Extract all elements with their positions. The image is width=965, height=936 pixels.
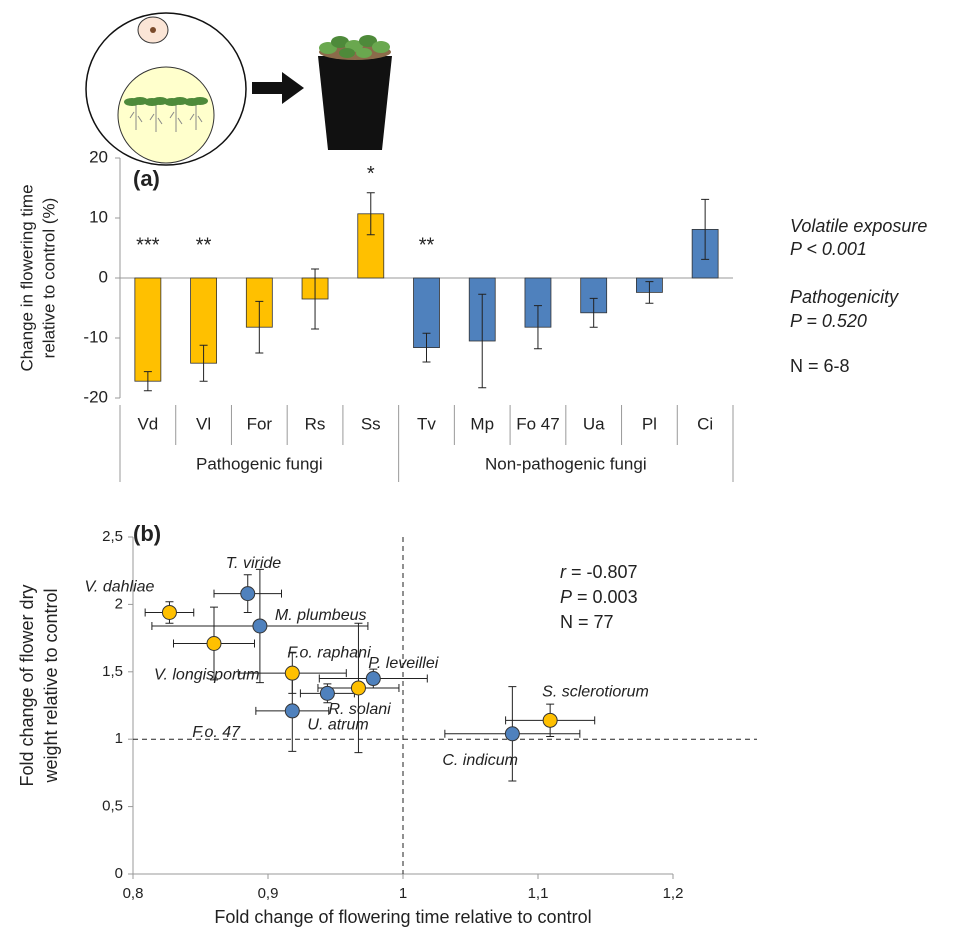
- stat-symbol: r: [560, 562, 567, 582]
- seedlings: [124, 97, 208, 106]
- x-tick-label: Fo 47: [516, 414, 559, 433]
- error-bar: [645, 281, 654, 304]
- x-tick-label: Mp: [470, 414, 494, 433]
- y-tick-label: 10: [89, 207, 108, 226]
- x-tick-label: 0,8: [123, 885, 144, 902]
- point-label: S. sclerotiorum: [542, 684, 649, 701]
- arrow: [252, 72, 304, 104]
- illustration: [85, 12, 392, 166]
- point-label: C. indicum: [442, 752, 518, 769]
- x-tick-label: Ss: [361, 414, 381, 433]
- x-tick-label: For: [247, 414, 273, 433]
- point-label: F.o. 47: [192, 724, 241, 741]
- x-tick-label: Tv: [417, 414, 436, 433]
- side-note: N = 6-8: [790, 356, 850, 376]
- x-tick-label: Rs: [305, 414, 326, 433]
- significance-label: ***: [136, 234, 160, 256]
- point-label: V. longisporum: [154, 667, 260, 684]
- error-bar: [311, 268, 320, 330]
- error-bar: [533, 305, 542, 350]
- stat-value: = 0.003: [572, 587, 638, 607]
- error-bar: [366, 192, 375, 236]
- group-label: Pathogenic fungi: [196, 454, 323, 473]
- stat-value: = 77: [573, 612, 614, 632]
- y-tick-label: -20: [83, 387, 108, 406]
- x-tick-label: Vd: [137, 414, 158, 433]
- stat: P = 0.003: [560, 587, 638, 607]
- point: [240, 586, 256, 602]
- y-tick-label: -10: [83, 327, 108, 346]
- plants: [319, 35, 391, 60]
- x-tick-label: 0,9: [258, 885, 279, 902]
- x-tick-label: 1,2: [663, 885, 684, 902]
- group-label: Non-pathogenic fungi: [485, 454, 647, 473]
- side-note: P < 0.001: [790, 239, 867, 259]
- bar: [413, 277, 440, 348]
- significance-label: *: [367, 163, 375, 185]
- error-bar: [199, 344, 208, 382]
- point: [350, 680, 366, 696]
- stat: N = 77: [560, 612, 614, 632]
- y-axis-label: weight relative to control: [41, 588, 61, 783]
- stat-symbol: N: [560, 612, 573, 632]
- y-tick-label: 20: [89, 147, 108, 166]
- point-label: R. solani: [328, 701, 391, 718]
- point: [284, 703, 300, 719]
- x-axis-label: Fold change of flowering time relative t…: [214, 907, 591, 927]
- point: [206, 635, 222, 651]
- point: [542, 712, 558, 728]
- y-tick-label: 1,5: [102, 663, 123, 680]
- y-axis-label: Change in flowering time: [17, 184, 36, 371]
- error-bar: [255, 300, 264, 354]
- y-axis-label: relative to control (%): [39, 198, 58, 359]
- y-tick-label: 0: [99, 267, 108, 286]
- y-axis-label: Fold change of flower dry: [17, 584, 37, 786]
- x-tick-label: 1: [399, 885, 407, 902]
- stat-symbol: P: [560, 587, 572, 607]
- panel-label: (a): [133, 166, 160, 191]
- point: [252, 618, 268, 634]
- y-tick-label: 0,5: [102, 798, 123, 815]
- point-label: P. leveillei: [368, 655, 438, 672]
- point: [319, 685, 335, 701]
- error-bar: [422, 332, 431, 363]
- x-tick-label: Ci: [697, 414, 713, 433]
- side-note: P = 0.520: [790, 311, 867, 331]
- point-label: V. dahliae: [84, 579, 154, 596]
- error-bar: [701, 198, 710, 260]
- panel-label: (b): [133, 521, 161, 546]
- error-bar: [589, 297, 598, 328]
- error-bar: [143, 371, 152, 392]
- x-tick-label: Vl: [196, 414, 211, 433]
- y-tick-label: 2: [115, 595, 123, 612]
- point: [365, 671, 381, 687]
- point-label: M. plumbeus: [275, 607, 367, 624]
- side-note: Volatile exposure: [790, 216, 927, 236]
- x-tick-label: Pl: [642, 414, 657, 433]
- y-tick-label: 1: [115, 730, 123, 747]
- significance-label: **: [196, 234, 212, 256]
- fungus-dot: [150, 27, 156, 33]
- side-note: Pathogenicity: [790, 287, 899, 307]
- point: [161, 604, 177, 620]
- y-tick-label: 2,5: [102, 528, 123, 545]
- stat-value: = -0.807: [566, 562, 638, 582]
- point: [284, 665, 300, 681]
- point-label: F.o. raphani: [287, 644, 371, 661]
- point: [504, 726, 520, 742]
- point-label: T. viride: [226, 555, 282, 572]
- y-tick-label: 0: [115, 865, 123, 882]
- plant-plate: [117, 66, 215, 164]
- roots: [129, 104, 203, 132]
- x-tick-label: Ua: [583, 414, 605, 433]
- point-label: U. atrum: [307, 717, 368, 734]
- significance-label: **: [419, 234, 435, 256]
- x-tick-label: 1,1: [528, 885, 549, 902]
- bar: [134, 277, 162, 382]
- pot: [318, 56, 392, 150]
- error-bar: [478, 293, 487, 389]
- stat: r = -0.807: [560, 562, 638, 582]
